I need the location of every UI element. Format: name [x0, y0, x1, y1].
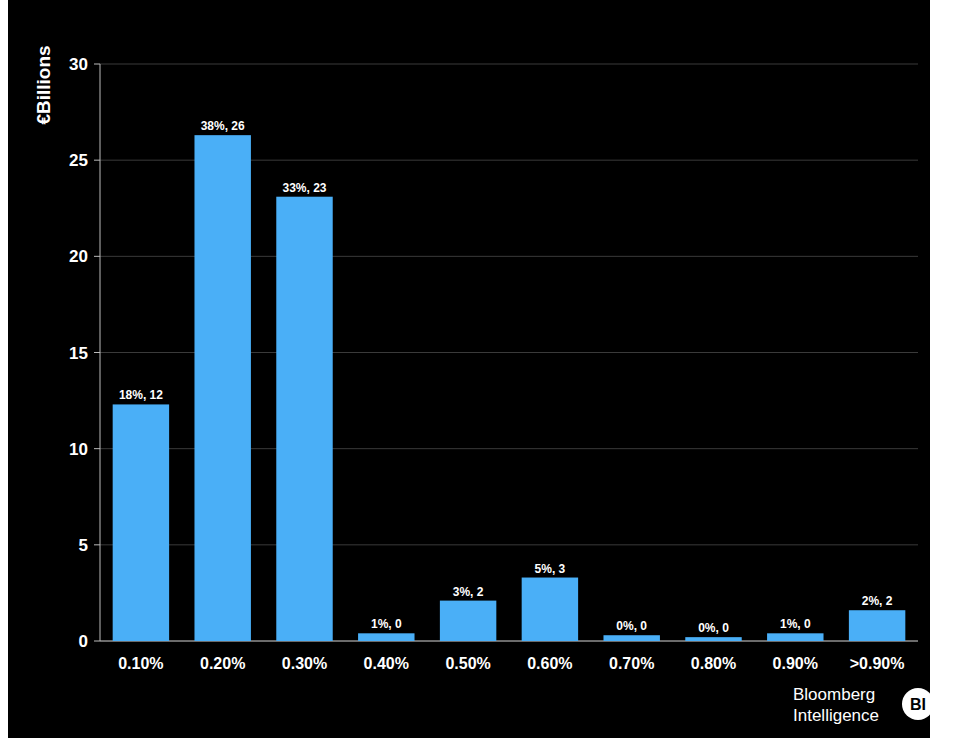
bar — [685, 637, 741, 641]
tick-mark — [94, 544, 100, 545]
tick-mark — [94, 352, 100, 353]
category-label: >0.90% — [850, 655, 905, 672]
category-label: 0.60% — [527, 655, 572, 672]
brand-text: Intelligence — [793, 706, 879, 725]
category-label: 0.70% — [609, 655, 654, 672]
bar — [358, 633, 414, 641]
y-axis — [100, 64, 101, 641]
category-label: 0.40% — [364, 655, 409, 672]
data-label: 1%, 0 — [780, 617, 811, 631]
category-label: 0.10% — [118, 655, 163, 672]
brand-text: Bloomberg — [793, 685, 875, 704]
data-label: 38%, 26 — [201, 119, 245, 133]
category-label: 0.80% — [691, 655, 736, 672]
chart: 0 5 10 15 20 25 30 €Billions 18%, 12 0.10% 38%, 26… — [0, 0, 959, 741]
tick-mark — [94, 448, 100, 449]
category-label: 0.20% — [200, 655, 245, 672]
data-label: 3%, 2 — [453, 585, 484, 599]
tick-label: 15 — [69, 344, 88, 363]
tick-label: 0 — [79, 632, 88, 651]
tick-label: 20 — [69, 247, 88, 266]
brand-logo-text: BI — [910, 696, 926, 713]
data-label: 0%, 0 — [698, 621, 729, 635]
data-label: 1%, 0 — [371, 617, 402, 631]
data-label: 33%, 23 — [282, 181, 326, 195]
tick-mark — [94, 641, 100, 642]
tick-mark — [94, 160, 100, 161]
data-label: 18%, 12 — [119, 388, 163, 402]
grid-line — [100, 64, 918, 65]
bars — [113, 135, 906, 641]
bar — [194, 135, 250, 641]
category-label: 0.30% — [282, 655, 327, 672]
data-label: 0%, 0 — [616, 619, 647, 633]
bar — [767, 633, 823, 641]
data-label: 5%, 3 — [535, 562, 566, 576]
bar — [113, 404, 169, 641]
category-label: 0.50% — [445, 655, 490, 672]
brand-logo — [902, 688, 934, 720]
tick-label: 30 — [69, 55, 88, 74]
bar — [522, 578, 578, 641]
tick-label: 25 — [69, 151, 88, 170]
background — [8, 0, 930, 738]
bar — [440, 601, 496, 641]
category-label: 0.90% — [773, 655, 818, 672]
bar — [603, 635, 659, 641]
tick-mark — [94, 256, 100, 257]
bar — [276, 197, 332, 641]
tick-label: 10 — [69, 440, 88, 459]
tick-label: 5 — [79, 536, 88, 555]
bar — [849, 610, 905, 641]
tick-mark — [94, 64, 100, 65]
y-axis-label: €Billions — [33, 45, 54, 124]
data-label: 2%, 2 — [862, 594, 893, 608]
